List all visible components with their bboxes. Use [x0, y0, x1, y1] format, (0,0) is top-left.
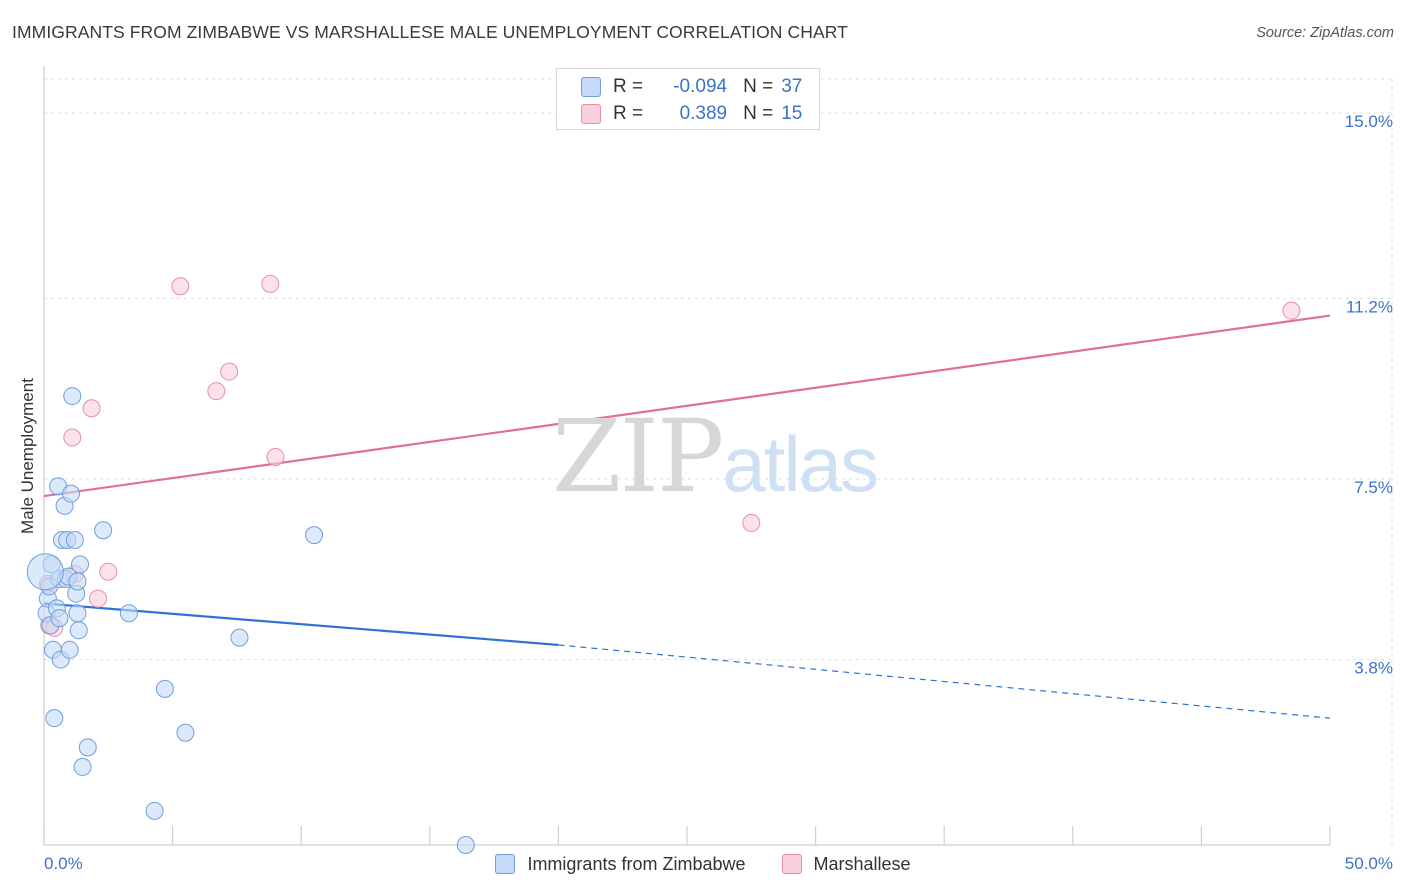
series-swatch-blue	[495, 854, 516, 874]
zimbabwe-point	[65, 531, 84, 550]
y-tick-label: 15.0%	[1345, 112, 1393, 131]
legend-n-value: 15	[781, 103, 803, 124]
marshallese-point	[220, 362, 239, 381]
legend-r-value: 0.389	[679, 103, 728, 124]
zimbabwe-point	[78, 738, 97, 757]
marshallese-trend-line	[43, 314, 1331, 498]
zimbabwe-point	[73, 757, 92, 776]
marshallese-point	[63, 428, 82, 447]
zimbabwe-point	[26, 553, 64, 591]
legend-r-label: R =	[613, 76, 644, 97]
legend-n-label: N =	[743, 103, 774, 124]
legend-r-value: -0.094	[673, 76, 728, 97]
y-axis-label: Male Unemployment	[18, 378, 37, 534]
series-label: Marshallese	[813, 853, 911, 874]
marshallese-point	[171, 277, 190, 296]
zimbabwe-point	[62, 484, 81, 503]
zimbabwe-point	[145, 801, 164, 820]
zimbabwe-point	[176, 723, 195, 742]
series-legend-item-marshallese: Marshallese	[781, 853, 911, 875]
zimbabwe-point	[45, 709, 64, 728]
legend-row-marshallese: R = 0.389 N = 15	[581, 102, 802, 126]
series-swatch-pink	[781, 854, 802, 874]
zimbabwe-point	[456, 836, 475, 854]
zimbabwe-point	[63, 387, 82, 406]
zimbabwe-point	[94, 521, 113, 540]
zimbabwe-point	[155, 679, 174, 698]
x-tick-label: 50.0%	[1345, 854, 1393, 873]
chart-title: IMMIGRANTS FROM ZIMBABWE VS MARSHALLESE …	[12, 22, 848, 42]
legend-r-label: R =	[613, 103, 644, 124]
zimbabwe-point	[60, 640, 79, 659]
zimbabwe-point	[68, 604, 87, 623]
marshallese-point	[89, 589, 108, 608]
y-tick-label: 3.8%	[1354, 659, 1393, 678]
legend-n-value: 37	[781, 76, 803, 97]
marshallese-point	[261, 274, 280, 293]
gridlines	[44, 78, 1393, 845]
zimbabwe-point	[68, 572, 87, 591]
marshallese-point	[207, 382, 226, 401]
series-label: Immigrants from Zimbabwe	[527, 853, 746, 874]
correlation-legend: R = -0.094 N = 37 R = 0.389 N = 15	[556, 68, 820, 130]
legend-swatch-blue	[581, 77, 601, 97]
axes: 3.8% 7.5% 11.2% 15.0% 0.0% 50.0%	[43, 66, 1393, 873]
series-legend-item-zimbabwe: Immigrants from Zimbabwe	[495, 853, 746, 875]
x-tick-label: 0.0%	[44, 854, 83, 873]
y-tick-label: 7.5%	[1354, 478, 1393, 497]
marshallese-point	[82, 399, 101, 418]
zimbabwe-point	[119, 604, 138, 623]
source-credit: Source: ZipAtlas.com	[1256, 25, 1394, 41]
data-points	[26, 274, 1301, 854]
zimbabwe-point	[71, 555, 90, 574]
marshallese-point	[1282, 301, 1301, 320]
zimbabwe-trend-line-extension	[558, 644, 1331, 719]
legend-row-zimbabwe: R = -0.094 N = 37	[581, 75, 802, 99]
zimbabwe-point	[305, 526, 324, 545]
zimbabwe-point	[69, 621, 88, 640]
marshallese-point	[99, 562, 118, 581]
marshallese-point	[266, 448, 285, 467]
series-legend: Immigrants from Zimbabwe Marshallese	[0, 851, 1406, 877]
zimbabwe-point	[230, 628, 249, 647]
legend-n-label: N =	[743, 76, 774, 97]
marshallese-point	[742, 513, 761, 532]
y-tick-label: 11.2%	[1346, 297, 1393, 316]
zimbabwe-point	[50, 609, 69, 628]
legend-swatch-pink	[581, 104, 601, 124]
